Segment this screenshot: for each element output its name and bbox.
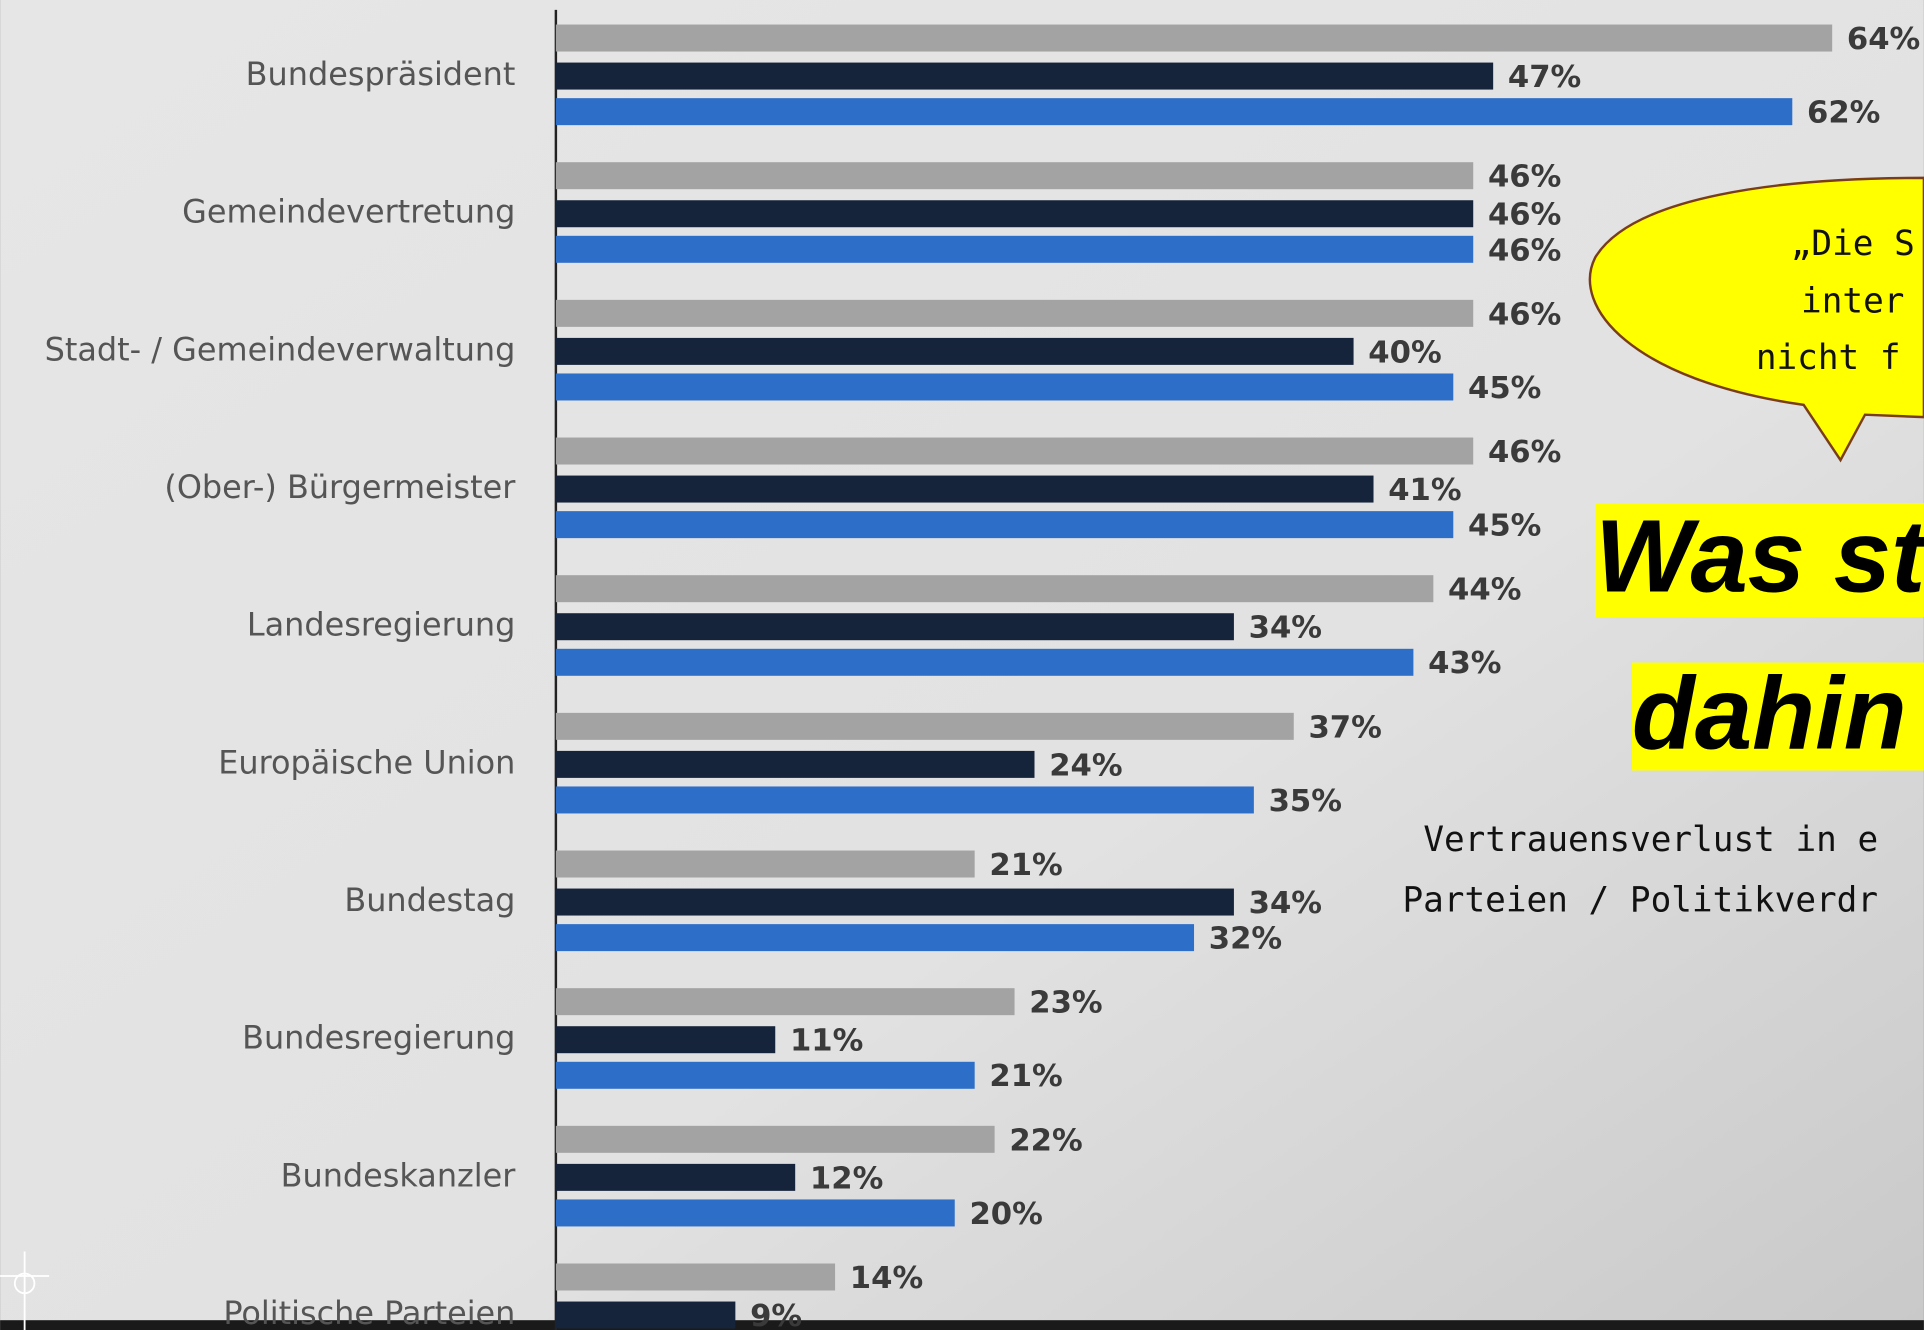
value-label: 22% <box>1009 1123 1082 1158</box>
bar <box>556 613 1234 640</box>
bar <box>556 476 1374 503</box>
value-label: 20% <box>969 1197 1042 1232</box>
value-label: 9% <box>750 1299 802 1330</box>
value-label: 41% <box>1388 473 1461 508</box>
category-label: (Ober-) Bürgermeister <box>164 468 516 506</box>
value-label: 46% <box>1488 435 1561 470</box>
category-label: Stadt- / Gemeindeverwaltung <box>45 330 516 368</box>
category-label: Bundestag <box>344 881 515 919</box>
headline: Was st <box>1595 499 1924 614</box>
bar <box>556 988 1015 1015</box>
category-label: Politische Parteien <box>223 1294 515 1330</box>
value-label: 64% <box>1847 22 1920 57</box>
chart: „Die S inter nicht f Bundespräsident 64% 47%… <box>0 0 1924 1330</box>
bar <box>556 373 1453 400</box>
category-label: Landesregierung <box>247 606 516 644</box>
bar <box>556 1026 775 1053</box>
value-label: 40% <box>1368 335 1441 370</box>
value-label: 62% <box>1807 96 1880 131</box>
bar <box>556 1164 795 1191</box>
bar <box>556 438 1473 465</box>
category-label: Europäische Union <box>218 743 515 781</box>
value-label: 35% <box>1269 784 1342 819</box>
value-label: 45% <box>1468 371 1541 406</box>
value-label: 46% <box>1488 198 1561 233</box>
value-label: 43% <box>1428 646 1501 681</box>
value-label: 24% <box>1049 748 1122 783</box>
value-label: 47% <box>1508 60 1581 95</box>
caption: Vertrauensverlust in e <box>1423 820 1878 860</box>
bar <box>556 649 1414 676</box>
bar <box>556 1264 835 1291</box>
bar <box>556 236 1473 263</box>
category-label: Bundesregierung <box>242 1019 515 1057</box>
bar <box>556 1126 995 1153</box>
value-label: 45% <box>1468 509 1541 544</box>
value-label: 44% <box>1448 573 1521 608</box>
value-label: 46% <box>1488 297 1561 332</box>
value-label: 14% <box>850 1261 923 1296</box>
value-label: 46% <box>1488 233 1561 268</box>
bar <box>556 25 1832 52</box>
value-label: 12% <box>810 1161 883 1196</box>
bubble-text: „Die S <box>1791 224 1915 264</box>
bar <box>556 786 1254 813</box>
bar <box>556 889 1234 916</box>
bar <box>556 575 1433 602</box>
bar <box>556 751 1035 778</box>
value-label: 21% <box>989 848 1062 883</box>
value-label: 23% <box>1029 986 1102 1021</box>
bubble-text: nicht f <box>1756 338 1901 378</box>
bubble-text: inter <box>1801 282 1904 322</box>
bar <box>556 1302 735 1329</box>
bar <box>556 713 1294 740</box>
value-label: 46% <box>1488 160 1561 195</box>
page: „Die S inter nicht f Bundespräsident 64% 47%… <box>0 0 1924 1330</box>
bar <box>556 851 975 878</box>
value-label: 34% <box>1249 611 1322 646</box>
value-label: 34% <box>1249 886 1322 921</box>
value-label: 21% <box>989 1059 1062 1094</box>
value-label: 32% <box>1209 922 1282 957</box>
headline: dahin <box>1632 656 1907 771</box>
bar <box>556 300 1473 327</box>
value-label: 11% <box>790 1024 863 1059</box>
bar <box>556 1062 975 1089</box>
bar <box>556 98 1792 125</box>
bar <box>556 338 1354 365</box>
category-label: Gemeindevertretung <box>182 193 515 231</box>
bar <box>556 1199 955 1226</box>
value-label: 37% <box>1308 710 1381 745</box>
category-label: Bundespräsident <box>246 55 516 93</box>
bar <box>556 511 1453 538</box>
category-label: Bundeskanzler <box>281 1156 517 1194</box>
bar <box>556 924 1194 951</box>
caption: Parteien / Politikverdr <box>1402 880 1878 920</box>
bar <box>556 63 1493 90</box>
bar <box>556 162 1473 189</box>
bar <box>556 200 1473 227</box>
